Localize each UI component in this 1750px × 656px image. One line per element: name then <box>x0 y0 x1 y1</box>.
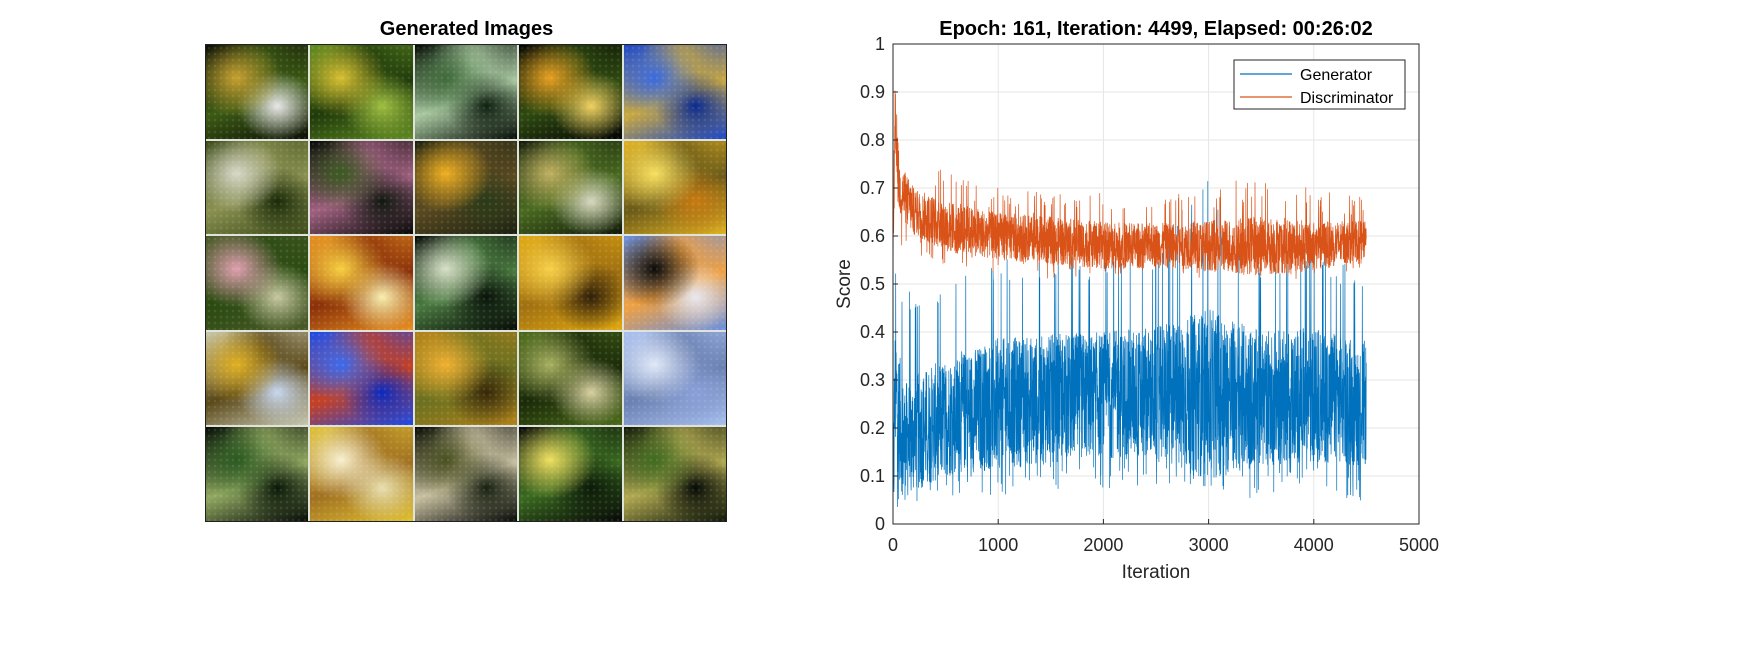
generated-image-tile <box>623 45 726 139</box>
generated-image-tile <box>414 331 518 426</box>
generated-image-tile <box>414 427 518 521</box>
generated-image-tile <box>519 140 622 235</box>
generated-image-tile <box>414 236 518 330</box>
y-tick-label: 0.5 <box>860 274 885 294</box>
generated-image-tile <box>623 140 726 235</box>
generated-image-tile <box>414 140 518 235</box>
generated-image-tile <box>519 236 622 330</box>
generated-image-tile <box>414 45 518 139</box>
x-tick-label: 4000 <box>1294 535 1334 555</box>
generated-images-title: Generated Images <box>379 18 554 40</box>
generated-images-grid <box>205 44 727 522</box>
y-tick-label: 0.1 <box>860 466 885 486</box>
y-tick-label: 0.7 <box>860 178 885 198</box>
generated-image-tile <box>310 236 413 330</box>
generated-image-tile <box>206 236 309 330</box>
x-tick-label: 2000 <box>1083 535 1123 555</box>
generated-image-tile <box>310 140 413 235</box>
x-tick-label: 3000 <box>1189 535 1229 555</box>
generated-image-tile <box>623 427 726 521</box>
generated-image-tile <box>310 427 413 521</box>
y-tick-label: 0.4 <box>860 322 885 342</box>
y-tick-label: 0.8 <box>860 130 885 150</box>
generated-image-tile <box>519 45 622 139</box>
y-axis-label: Score <box>834 259 855 309</box>
x-tick-label: 0 <box>888 535 898 555</box>
series-line-discriminator <box>892 90 1367 280</box>
y-tick-label: 1 <box>875 34 885 54</box>
legend-label: Discriminator <box>1300 90 1394 107</box>
generated-image-tile <box>206 331 309 426</box>
y-tick-label: 0.6 <box>860 226 885 246</box>
y-tick-label: 0.2 <box>860 418 885 438</box>
generated-image-tile <box>519 331 622 426</box>
chart-title: Epoch: 161, Iteration: 4499, Elapsed: 00… <box>939 18 1373 40</box>
generated-image-tile <box>310 45 413 139</box>
legend-label: Generator <box>1300 67 1373 84</box>
generated-image-tile <box>623 236 726 330</box>
x-axis-label: Iteration <box>1122 562 1191 583</box>
legend-box <box>1233 59 1406 110</box>
y-tick-label: 0.9 <box>860 82 885 102</box>
series-line-generator <box>892 181 1367 508</box>
generated-image-tile <box>623 331 726 426</box>
x-tick-label: 1000 <box>978 535 1018 555</box>
y-tick-label: 0 <box>875 514 885 534</box>
generated-image-tile <box>206 140 309 235</box>
x-tick-label: 5000 <box>1399 535 1439 555</box>
y-tick-label: 0.3 <box>860 370 885 390</box>
generated-image-tile <box>519 427 622 521</box>
generated-image-tile <box>310 331 413 426</box>
generated-image-tile <box>206 427 309 521</box>
generated-image-tile <box>206 45 309 139</box>
